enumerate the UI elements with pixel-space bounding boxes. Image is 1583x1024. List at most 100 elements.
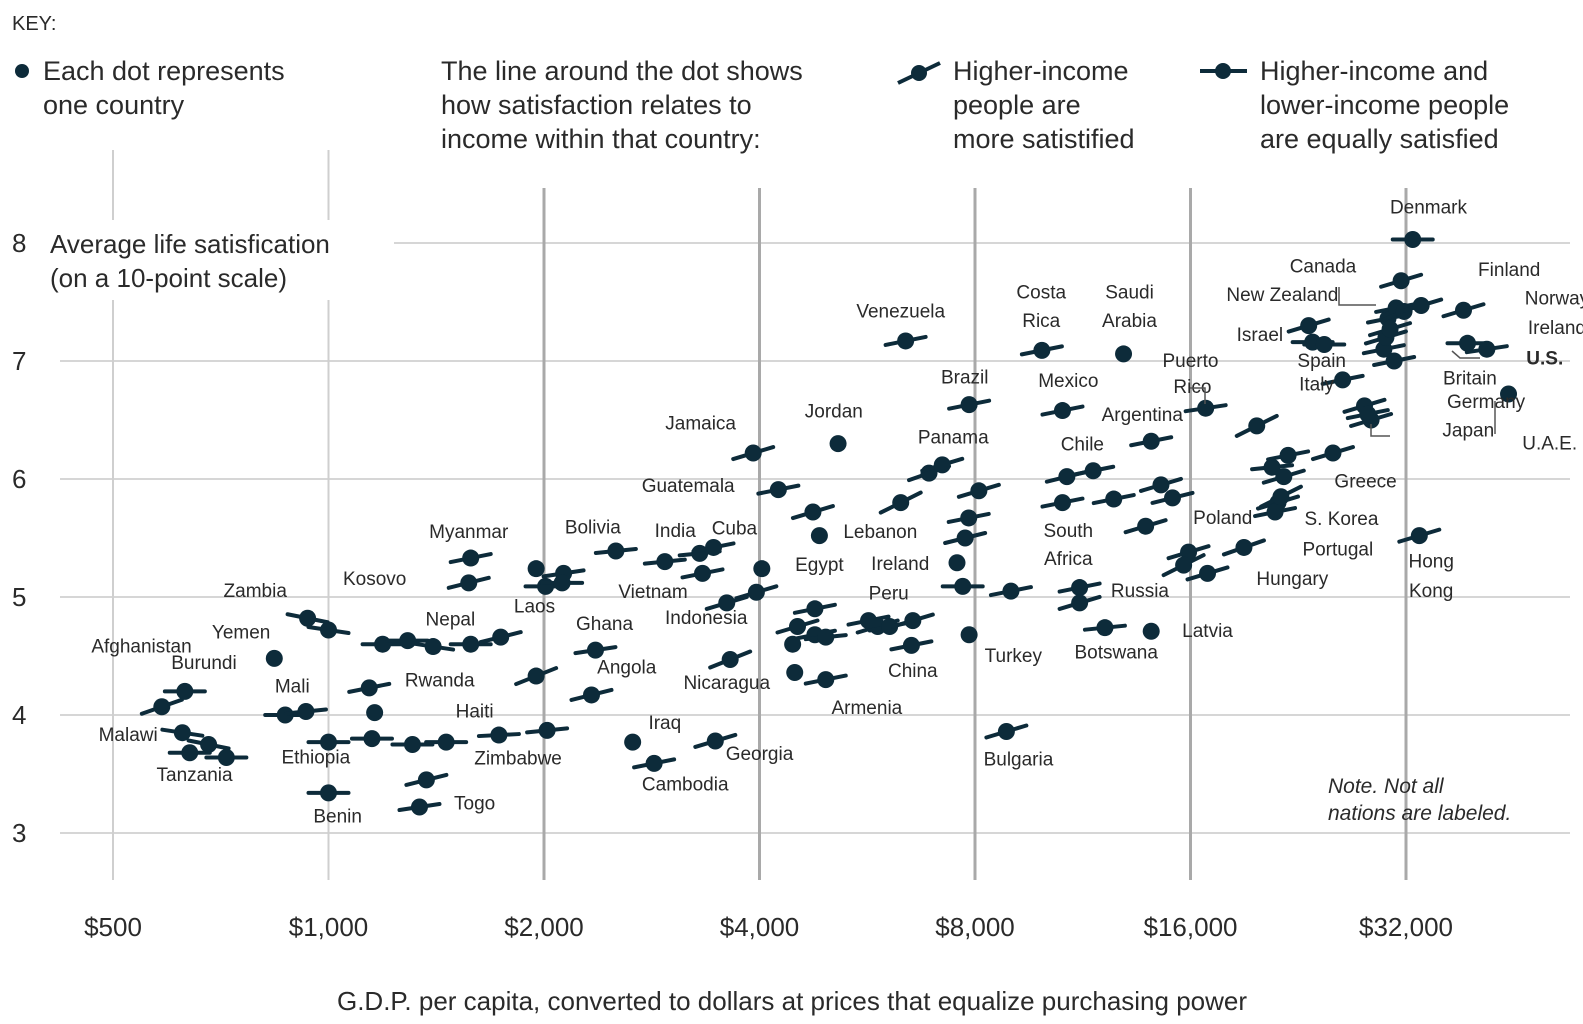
- country-point: [527, 560, 545, 578]
- country-label: India: [655, 521, 697, 542]
- country-dot: [1105, 490, 1123, 508]
- country-label: Guatemala: [642, 476, 735, 497]
- country-point: [366, 704, 384, 722]
- country-point: [162, 682, 207, 700]
- country-dot: [810, 527, 828, 545]
- y-tick-label: 3: [12, 818, 26, 848]
- y-tick-label: 8: [12, 228, 26, 258]
- y-axis-title: Average life satisfication (on a 10-poin…: [44, 220, 394, 300]
- country-label: Portugal: [1302, 540, 1373, 561]
- country-point: [775, 618, 820, 635]
- country-dot: [527, 667, 545, 685]
- country-dot: [1152, 476, 1170, 494]
- country-dot: [527, 560, 545, 578]
- country-dot: [1180, 543, 1198, 561]
- country-dot: [417, 771, 435, 789]
- country-label: Kosovo: [343, 569, 406, 590]
- country-point: [476, 726, 521, 744]
- country-point: [167, 744, 212, 762]
- country-dot: [320, 733, 337, 751]
- country-point: [1500, 385, 1518, 403]
- country-dot: [1315, 335, 1333, 353]
- country-point: [540, 574, 585, 592]
- country-point: [448, 635, 493, 653]
- country-dot: [460, 574, 478, 592]
- country-dot: [1404, 230, 1422, 248]
- country-dot: [1324, 444, 1342, 462]
- country-point: [1286, 317, 1331, 335]
- country-point: [1345, 405, 1390, 423]
- country-point: [424, 733, 469, 751]
- country-dot: [1002, 582, 1020, 600]
- country-point: [890, 612, 935, 630]
- note-line2: nations are labeled.: [1328, 802, 1511, 825]
- country-point: [1234, 413, 1279, 438]
- country-dot: [747, 583, 765, 601]
- country-dot: [1500, 385, 1518, 403]
- country-dot: [537, 577, 555, 595]
- key-line-text-line1: The line around the dot shows: [441, 56, 803, 86]
- y-tick-labels: 3 4 5 6 7 8: [12, 228, 26, 848]
- country-dot: [892, 494, 910, 512]
- country-dot: [360, 679, 378, 697]
- country-point: [525, 721, 570, 739]
- country-dot: [410, 798, 428, 816]
- country-label: Spain: [1297, 351, 1346, 372]
- country-label: Panama: [918, 428, 989, 449]
- country-label: Mexico: [1038, 371, 1098, 392]
- country-point: [1040, 402, 1085, 420]
- country-dot: [320, 784, 337, 802]
- country-dot: [1033, 341, 1051, 359]
- country-dot: [1197, 399, 1215, 417]
- key-line-text-line3: income within that country:: [441, 124, 761, 154]
- country-point: [803, 671, 848, 689]
- country-point: [1399, 297, 1444, 315]
- key-higher-income-icon: [897, 61, 941, 85]
- country-label: China: [888, 661, 938, 682]
- country-point: [204, 748, 249, 766]
- country-label: Arabia: [1102, 311, 1157, 332]
- country-dot: [1071, 579, 1089, 597]
- country-label: Togo: [454, 793, 495, 814]
- country-label: Zimbabwe: [474, 749, 562, 770]
- country-label: Jordan: [805, 402, 863, 423]
- country-point: [1166, 543, 1211, 561]
- country-label: Jamaica: [665, 413, 736, 434]
- x-tick-labels: $500 $1,000 $2,000 $4,000 $8,000 $16,000 $32,0…: [84, 912, 1453, 942]
- country-label: Venezuela: [856, 301, 945, 322]
- country-point: [1071, 462, 1116, 480]
- country-dot: [817, 671, 835, 689]
- country-dot: [624, 733, 642, 751]
- country-dot: [960, 509, 978, 527]
- country-dot: [462, 635, 480, 653]
- country-label: Brazil: [941, 367, 989, 388]
- key-higher-text-line2: people are: [953, 90, 1081, 120]
- country-label: Ireland: [1528, 318, 1583, 339]
- country-dot: [786, 664, 804, 682]
- country-dot: [320, 621, 337, 639]
- country-point: [1253, 503, 1298, 521]
- country-point: [306, 621, 351, 639]
- country-dot: [1199, 564, 1217, 582]
- country-label: Germany: [1447, 392, 1526, 413]
- x-tick-label: $8,000: [935, 912, 1015, 942]
- country-dot: [897, 332, 915, 350]
- country-dot: [954, 577, 972, 595]
- country-label: Britain: [1443, 369, 1497, 390]
- key-higher-text-line3: more satistified: [953, 124, 1135, 154]
- country-dot: [1248, 417, 1266, 435]
- country-point: [1390, 230, 1435, 248]
- y-tick-label: 4: [12, 700, 26, 730]
- leader-line: [1190, 387, 1206, 404]
- country-label: Laos: [514, 596, 555, 617]
- key-dot-text-line1: Each dot represents: [43, 56, 285, 86]
- country-point: [940, 577, 985, 595]
- country-label: Latvia: [1182, 621, 1233, 642]
- country-label: U.S.: [1526, 349, 1563, 370]
- x-axis-title: G.D.P. per capita, converted to dollars …: [337, 986, 1247, 1016]
- y-tick-label: 5: [12, 582, 26, 612]
- country-label: Russia: [1111, 581, 1170, 602]
- country-point: [753, 560, 771, 578]
- country-label: Denmark: [1390, 198, 1468, 219]
